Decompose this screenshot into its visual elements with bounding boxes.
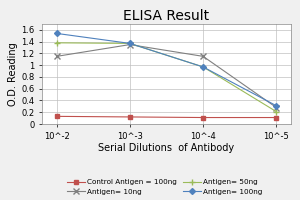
Antigen= 10ng <box>201 55 205 58</box>
Antigen= 50ng <box>274 110 278 113</box>
Line: Antigen= 10ng: Antigen= 10ng <box>54 42 279 110</box>
Antigen= 50ng <box>55 42 58 44</box>
Antigen= 100ng <box>55 32 58 35</box>
Antigen= 50ng <box>128 42 132 45</box>
Antigen= 10ng <box>128 43 132 46</box>
Antigen= 100ng <box>274 105 278 107</box>
Line: Antigen= 50ng: Antigen= 50ng <box>54 40 279 114</box>
Antigen= 10ng <box>55 55 58 58</box>
Control Antigen = 100ng <box>55 115 58 118</box>
Antigen= 100ng <box>128 42 132 45</box>
Antigen= 10ng <box>274 106 278 109</box>
Control Antigen = 100ng <box>128 116 132 118</box>
Y-axis label: O.D. Reading: O.D. Reading <box>8 42 18 106</box>
Antigen= 50ng <box>201 66 205 68</box>
Legend: Control Antigen = 100ng, Antigen= 10ng, Antigen= 50ng, Antigen= 100ng: Control Antigen = 100ng, Antigen= 10ng, … <box>66 178 264 196</box>
Title: ELISA Result: ELISA Result <box>123 9 210 23</box>
Antigen= 100ng <box>201 66 205 68</box>
Control Antigen = 100ng <box>274 116 278 119</box>
Line: Antigen= 100ng: Antigen= 100ng <box>55 31 278 108</box>
Line: Control Antigen = 100ng: Control Antigen = 100ng <box>55 114 278 120</box>
X-axis label: Serial Dilutions  of Antibody: Serial Dilutions of Antibody <box>98 143 235 153</box>
Control Antigen = 100ng <box>201 116 205 119</box>
